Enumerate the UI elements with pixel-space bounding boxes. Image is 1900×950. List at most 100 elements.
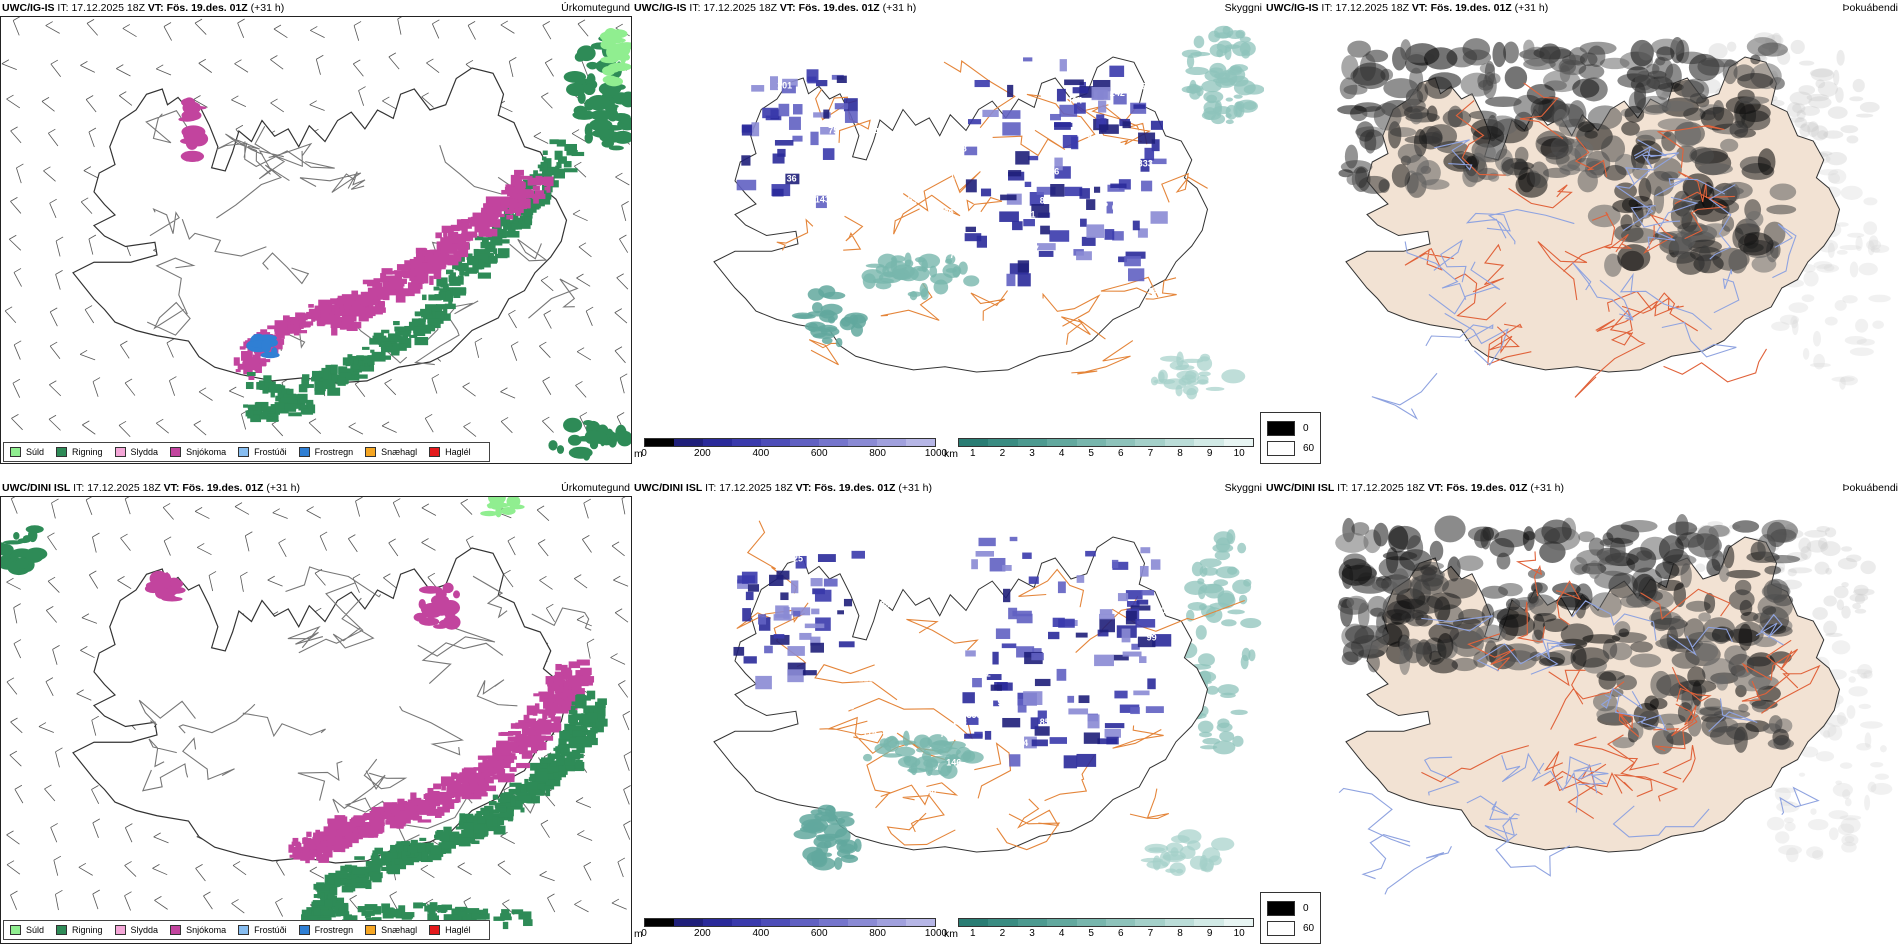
ceiling-value-label: 156: [840, 762, 855, 772]
legend-label: Frostúði: [254, 925, 287, 935]
legend-swatch: [114, 925, 126, 935]
init-time: 17.12.2025 18Z: [71, 2, 145, 14]
init-label: IT:: [1321, 2, 1333, 14]
init-time: 17.12.2025 18Z: [1335, 2, 1409, 14]
precip-legend: Súld Rigning Slydda Snjókoma Frostúði Frostre…: [3, 920, 490, 940]
ceiling-value-label: 18: [957, 143, 967, 153]
legend-item: Rigning: [56, 447, 103, 457]
legend-swatch: [298, 447, 310, 457]
init-label: IT:: [57, 2, 69, 14]
colorbar-strip: [644, 918, 936, 927]
product-title: Þokuábendi: [1842, 482, 1898, 494]
colorbar-tick-label: 9: [1206, 448, 1213, 459]
ceiling-value-label: 85: [1040, 717, 1050, 727]
colorbar-segment: [877, 919, 906, 926]
fog-legend-swatch: [1267, 920, 1295, 936]
fog-indicator-panel-bottom: UWC/DINI ISL IT: 17.12.2025 18Z VT: Fös.…: [1260, 480, 1900, 944]
colorbar-segment: [848, 919, 877, 926]
legend-item: Slydda: [114, 447, 158, 457]
colorbar-tick-label: 10: [1233, 928, 1245, 939]
colorbar-strip: [958, 918, 1254, 927]
ceiling-value-label: 110: [783, 539, 798, 549]
valid-label: VT:: [779, 2, 796, 14]
colorbar-tick-label: 9: [1206, 928, 1213, 939]
ceiling-value-label: 187: [780, 279, 795, 289]
legend-swatch: [10, 925, 21, 935]
init-time: 17.12.2025 18Z: [87, 482, 161, 494]
colorbar-tick-label: 8: [1177, 448, 1183, 459]
legend-item: Súld: [10, 925, 44, 935]
ceiling-value-label: 80: [871, 84, 881, 94]
legend-item: Snjókoma: [170, 447, 226, 457]
fog-legend-swatch: [1267, 440, 1295, 456]
colorbar-tick-label: 6: [1118, 928, 1124, 939]
ceiling-value-label: 120: [1151, 605, 1166, 615]
legend-label: Súld: [26, 925, 45, 935]
fog-legend-label: 60: [1303, 442, 1315, 454]
colorbar-tick-label: 1: [970, 448, 976, 459]
ceiling-value-label: 71: [940, 729, 950, 739]
legend-label: Frostregn: [314, 447, 354, 457]
colorbar-tick-label: 5: [1088, 928, 1094, 939]
colorbar-segment: [1135, 439, 1165, 446]
colorbar-tick-label: 600: [810, 928, 828, 939]
ceiling-value-label: 79: [950, 250, 960, 260]
colorbar-segment: [703, 919, 732, 926]
ceiling-value-label: 399: [967, 710, 982, 720]
ceiling-value-label: 125: [788, 553, 803, 563]
legend-item: Snjókoma: [170, 925, 226, 935]
legend-label: Frostregn: [314, 925, 354, 935]
fog-legend-label: 0: [1303, 902, 1309, 914]
colorbar-segment: [1076, 919, 1107, 926]
ceiling-value-label: 124: [874, 155, 889, 165]
init-label: IT:: [1337, 482, 1349, 494]
ceiling-value-label: 91: [847, 181, 857, 191]
colorbar-segment: [959, 439, 989, 446]
colorbar-segment: [1223, 439, 1254, 446]
fog-legend: 0 60: [1260, 412, 1322, 464]
ceiling-value-label: 68: [1112, 202, 1122, 212]
legend-swatch: [238, 447, 250, 457]
lead-time: (+31 h): [898, 482, 932, 494]
colorbar-segment: [988, 919, 1018, 926]
valid-label: VT:: [147, 2, 164, 14]
colorbar-tick-label: 1000: [924, 448, 948, 459]
legend-swatch: [365, 447, 377, 457]
model-name: UWC/IG-IS: [1266, 2, 1319, 14]
colorbar-tick-label: 800: [869, 928, 886, 939]
ceiling-value-label: 399: [877, 777, 892, 787]
fog-indicator-panel-top: UWC/IG-IS IT: 17.12.2025 18Z VT: Fös. 19…: [1260, 0, 1900, 464]
init-time: 17.12.2025 18Z: [1351, 482, 1425, 494]
init-label: IT:: [689, 2, 701, 14]
ceiling-value-label: 146: [946, 757, 961, 767]
ceiling-map: 125 110 107 98 120 134 149 94 84 85 113 102 104 139 12…: [632, 496, 1264, 906]
valid-label: VT:: [163, 482, 180, 494]
colorbar-tick-label: 6: [1118, 448, 1124, 459]
colorbar-tick-label: 10: [1233, 448, 1245, 459]
ceiling-value-label: 102: [976, 668, 991, 678]
panel-header: UWC/DINI ISL IT: 17.12.2025 18Z VT: Fös.…: [0, 480, 632, 496]
model-name: UWC/IG-IS: [634, 2, 687, 14]
legend-item: Haglél: [429, 447, 471, 457]
colorbar-tick-label: 5: [1088, 448, 1094, 459]
legend-swatch: [298, 925, 310, 935]
ceiling-value-label: 75: [828, 126, 838, 136]
ceiling-value-label: 101: [861, 301, 876, 311]
colorbar-segment: [1106, 919, 1136, 926]
model-name: UWC/DINI ISL: [634, 482, 703, 494]
ceiling-value-label: 89: [1151, 194, 1161, 204]
colorbar-segment: [1017, 919, 1048, 926]
lead-time: (+31 h): [266, 482, 300, 494]
colorbar-tick-label: 3: [1029, 448, 1035, 459]
legend-item: Haglél: [429, 925, 471, 935]
colorbar-segment: [848, 439, 877, 446]
legend-swatch: [170, 447, 182, 457]
precip-map: [0, 496, 632, 944]
colorbar-segment: [761, 439, 790, 446]
legend-item: Frostúði: [238, 925, 287, 935]
colorbar-segment: [819, 439, 848, 446]
product-title: Skyggni: [1224, 482, 1262, 494]
fog-legend-swatch: [1267, 900, 1295, 916]
colorbar-segment: [674, 919, 703, 926]
valid-label: VT:: [1411, 2, 1428, 14]
